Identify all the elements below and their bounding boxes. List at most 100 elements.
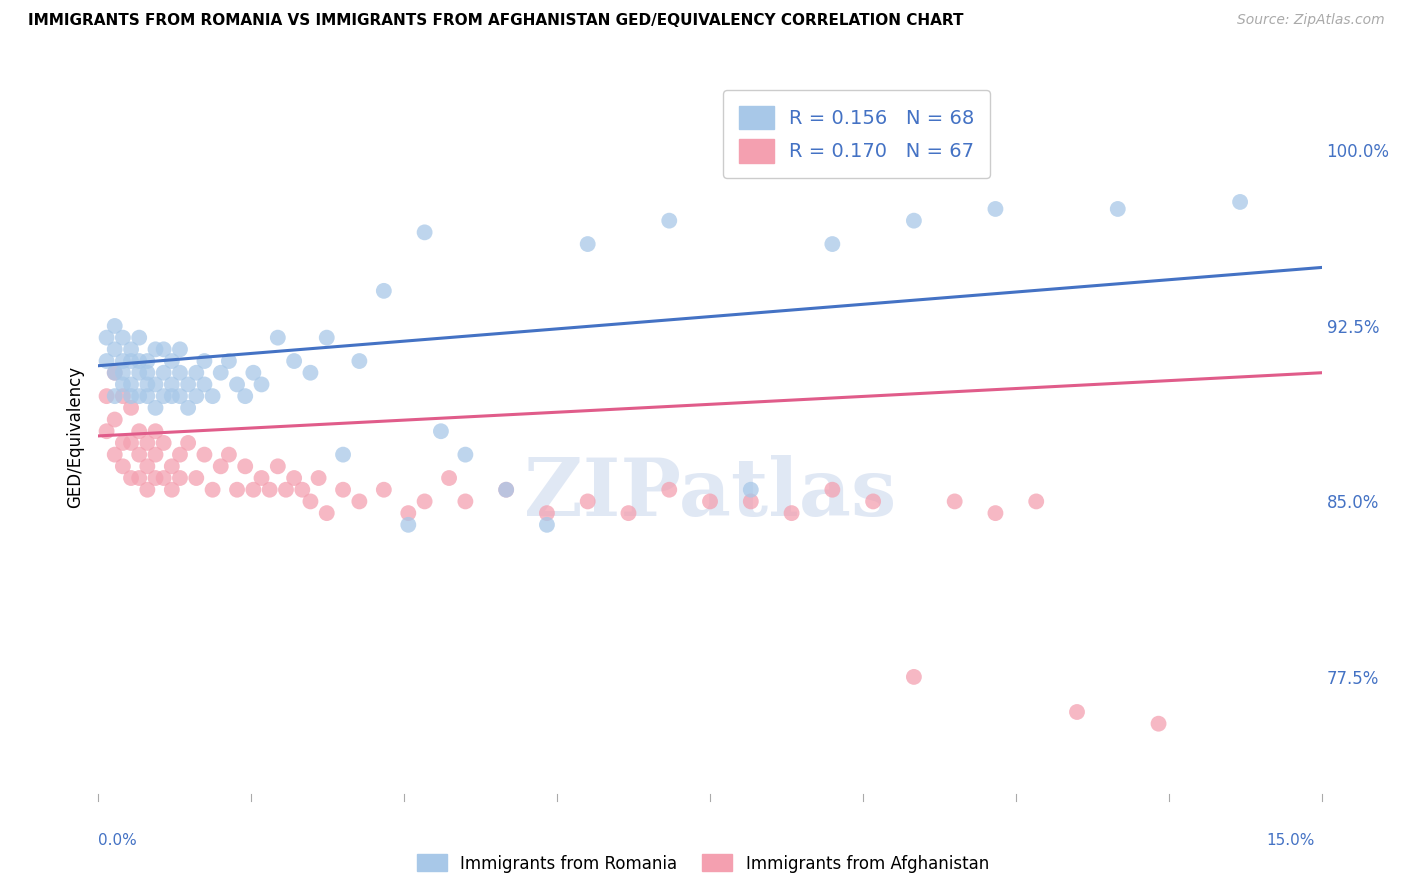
Point bbox=[152, 389, 174, 403]
Point bbox=[120, 471, 142, 485]
Point bbox=[1229, 194, 1251, 209]
Point bbox=[111, 459, 134, 474]
Point bbox=[128, 448, 150, 462]
Point bbox=[201, 483, 224, 497]
Y-axis label: GED/Equivalency: GED/Equivalency bbox=[66, 366, 84, 508]
Point bbox=[104, 343, 127, 357]
Point bbox=[145, 448, 167, 462]
Point bbox=[332, 448, 354, 462]
Point bbox=[128, 331, 150, 345]
Point bbox=[177, 377, 200, 392]
Point bbox=[160, 354, 183, 368]
Point bbox=[233, 459, 256, 474]
Point bbox=[152, 343, 174, 357]
Point bbox=[576, 494, 599, 508]
Point bbox=[943, 494, 966, 508]
Point bbox=[218, 354, 240, 368]
Point bbox=[136, 354, 159, 368]
Point bbox=[136, 377, 159, 392]
Legend: R = 0.156   N = 68, R = 0.170   N = 67: R = 0.156 N = 68, R = 0.170 N = 67 bbox=[723, 90, 990, 178]
Point bbox=[111, 331, 134, 345]
Point bbox=[349, 494, 371, 508]
Point bbox=[250, 471, 273, 485]
Point bbox=[267, 459, 290, 474]
Point bbox=[576, 237, 599, 252]
Text: IMMIGRANTS FROM ROMANIA VS IMMIGRANTS FROM AFGHANISTAN GED/EQUIVALENCY CORRELATI: IMMIGRANTS FROM ROMANIA VS IMMIGRANTS FR… bbox=[28, 13, 963, 29]
Point bbox=[152, 471, 174, 485]
Point bbox=[299, 366, 322, 380]
Point bbox=[201, 389, 224, 403]
Point bbox=[233, 389, 256, 403]
Point bbox=[177, 436, 200, 450]
Point bbox=[291, 483, 314, 497]
Point bbox=[145, 343, 167, 357]
Point bbox=[495, 483, 517, 497]
Point bbox=[120, 377, 142, 392]
Point bbox=[186, 471, 208, 485]
Point bbox=[177, 401, 200, 415]
Point bbox=[120, 354, 142, 368]
Point bbox=[862, 494, 884, 508]
Point bbox=[1066, 705, 1088, 719]
Point bbox=[226, 483, 249, 497]
Point bbox=[536, 506, 558, 520]
Point bbox=[104, 318, 127, 333]
Point bbox=[96, 424, 118, 438]
Point bbox=[111, 366, 134, 380]
Point bbox=[299, 494, 322, 508]
Point bbox=[454, 494, 477, 508]
Point bbox=[218, 448, 240, 462]
Point bbox=[699, 494, 721, 508]
Point bbox=[145, 401, 167, 415]
Point bbox=[821, 483, 844, 497]
Point bbox=[903, 670, 925, 684]
Point bbox=[315, 331, 337, 345]
Point bbox=[145, 424, 167, 438]
Point bbox=[274, 483, 297, 497]
Point bbox=[315, 506, 337, 520]
Text: 15.0%: 15.0% bbox=[1267, 833, 1315, 847]
Point bbox=[104, 448, 127, 462]
Point bbox=[780, 506, 803, 520]
Point bbox=[160, 459, 183, 474]
Point bbox=[169, 366, 191, 380]
Legend: Immigrants from Romania, Immigrants from Afghanistan: Immigrants from Romania, Immigrants from… bbox=[411, 847, 995, 880]
Point bbox=[136, 366, 159, 380]
Point bbox=[1107, 202, 1129, 216]
Point bbox=[169, 343, 191, 357]
Point bbox=[242, 483, 264, 497]
Point bbox=[160, 483, 183, 497]
Point bbox=[209, 366, 232, 380]
Point bbox=[658, 483, 681, 497]
Point bbox=[96, 354, 118, 368]
Point bbox=[128, 424, 150, 438]
Point bbox=[740, 494, 762, 508]
Point bbox=[104, 366, 127, 380]
Point bbox=[413, 494, 436, 508]
Point bbox=[193, 377, 215, 392]
Point bbox=[136, 389, 159, 403]
Point bbox=[111, 354, 134, 368]
Point bbox=[145, 377, 167, 392]
Point bbox=[430, 424, 453, 438]
Point bbox=[160, 389, 183, 403]
Point bbox=[120, 401, 142, 415]
Point bbox=[160, 377, 183, 392]
Point bbox=[984, 506, 1007, 520]
Point bbox=[617, 506, 640, 520]
Point bbox=[169, 471, 191, 485]
Point bbox=[1025, 494, 1047, 508]
Point bbox=[104, 366, 127, 380]
Point bbox=[308, 471, 330, 485]
Point bbox=[332, 483, 354, 497]
Point bbox=[283, 354, 305, 368]
Point bbox=[495, 483, 517, 497]
Point bbox=[396, 517, 419, 532]
Point bbox=[740, 483, 762, 497]
Point bbox=[209, 459, 232, 474]
Point bbox=[169, 389, 191, 403]
Point bbox=[984, 202, 1007, 216]
Point bbox=[821, 237, 844, 252]
Point bbox=[193, 354, 215, 368]
Point bbox=[111, 436, 134, 450]
